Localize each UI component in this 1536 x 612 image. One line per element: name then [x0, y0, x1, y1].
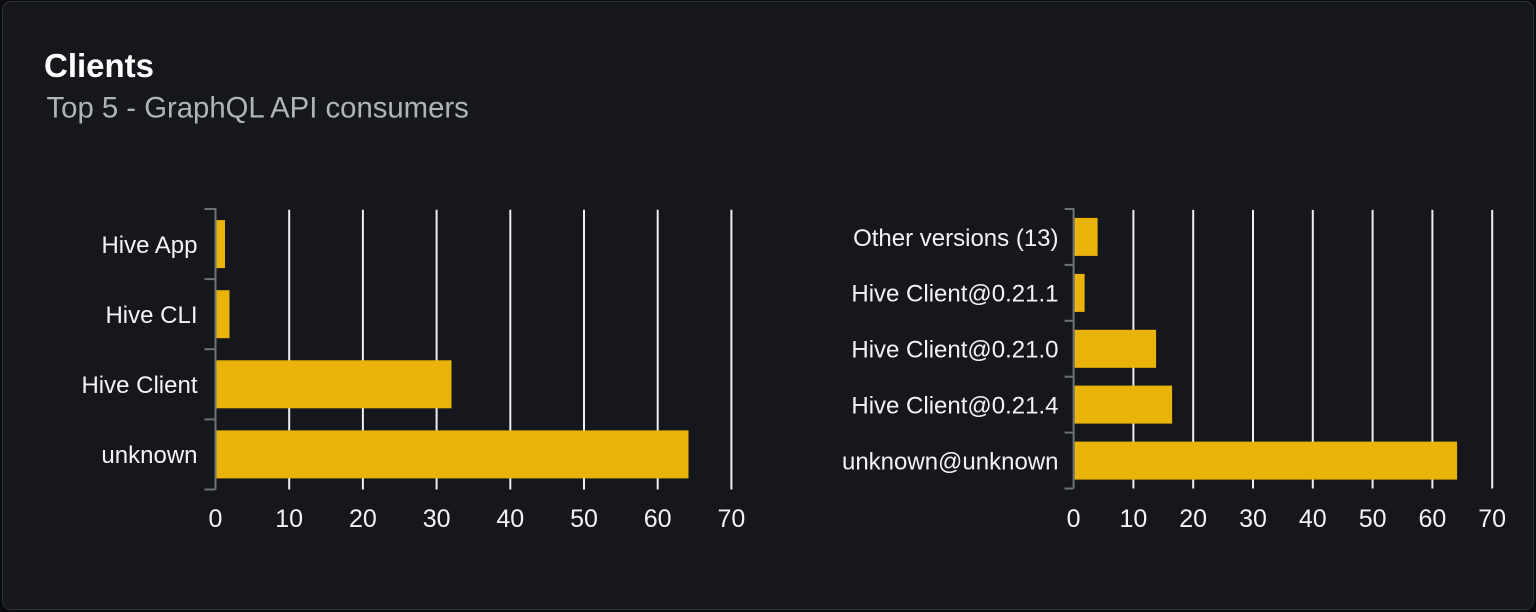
svg-text:Hive Client@0.21.4: Hive Client@0.21.4 — [851, 392, 1058, 419]
svg-text:50: 50 — [1359, 505, 1387, 533]
svg-text:40: 40 — [1299, 505, 1327, 533]
svg-text:10: 10 — [275, 505, 303, 533]
svg-text:50: 50 — [570, 505, 598, 533]
svg-text:unknown@unknown: unknown@unknown — [842, 448, 1059, 475]
svg-text:Other versions (13): Other versions (13) — [853, 225, 1058, 252]
svg-text:30: 30 — [1239, 505, 1267, 533]
svg-text:70: 70 — [1478, 505, 1506, 533]
svg-text:Hive Client: Hive Client — [81, 372, 197, 399]
svg-text:Hive CLI: Hive CLI — [105, 302, 197, 329]
svg-text:20: 20 — [1179, 505, 1207, 533]
svg-text:Hive App: Hive App — [101, 232, 197, 259]
svg-text:20: 20 — [349, 505, 377, 533]
svg-text:Hive Client@0.21.0: Hive Client@0.21.0 — [851, 337, 1058, 364]
svg-text:70: 70 — [717, 505, 745, 533]
svg-text:30: 30 — [423, 505, 451, 533]
svg-text:10: 10 — [1119, 505, 1147, 533]
svg-text:60: 60 — [644, 505, 672, 533]
svg-text:60: 60 — [1418, 505, 1446, 533]
svg-text:unknown: unknown — [101, 442, 197, 469]
svg-text:Top 5 - GraphQL API consumers: Top 5 - GraphQL API consumers — [47, 92, 469, 125]
svg-text:Clients: Clients — [44, 47, 154, 84]
svg-text:0: 0 — [209, 505, 223, 533]
svg-text:Hive Client@0.21.1: Hive Client@0.21.1 — [851, 281, 1058, 308]
svg-text:0: 0 — [1067, 505, 1081, 533]
svg-text:40: 40 — [496, 505, 524, 533]
